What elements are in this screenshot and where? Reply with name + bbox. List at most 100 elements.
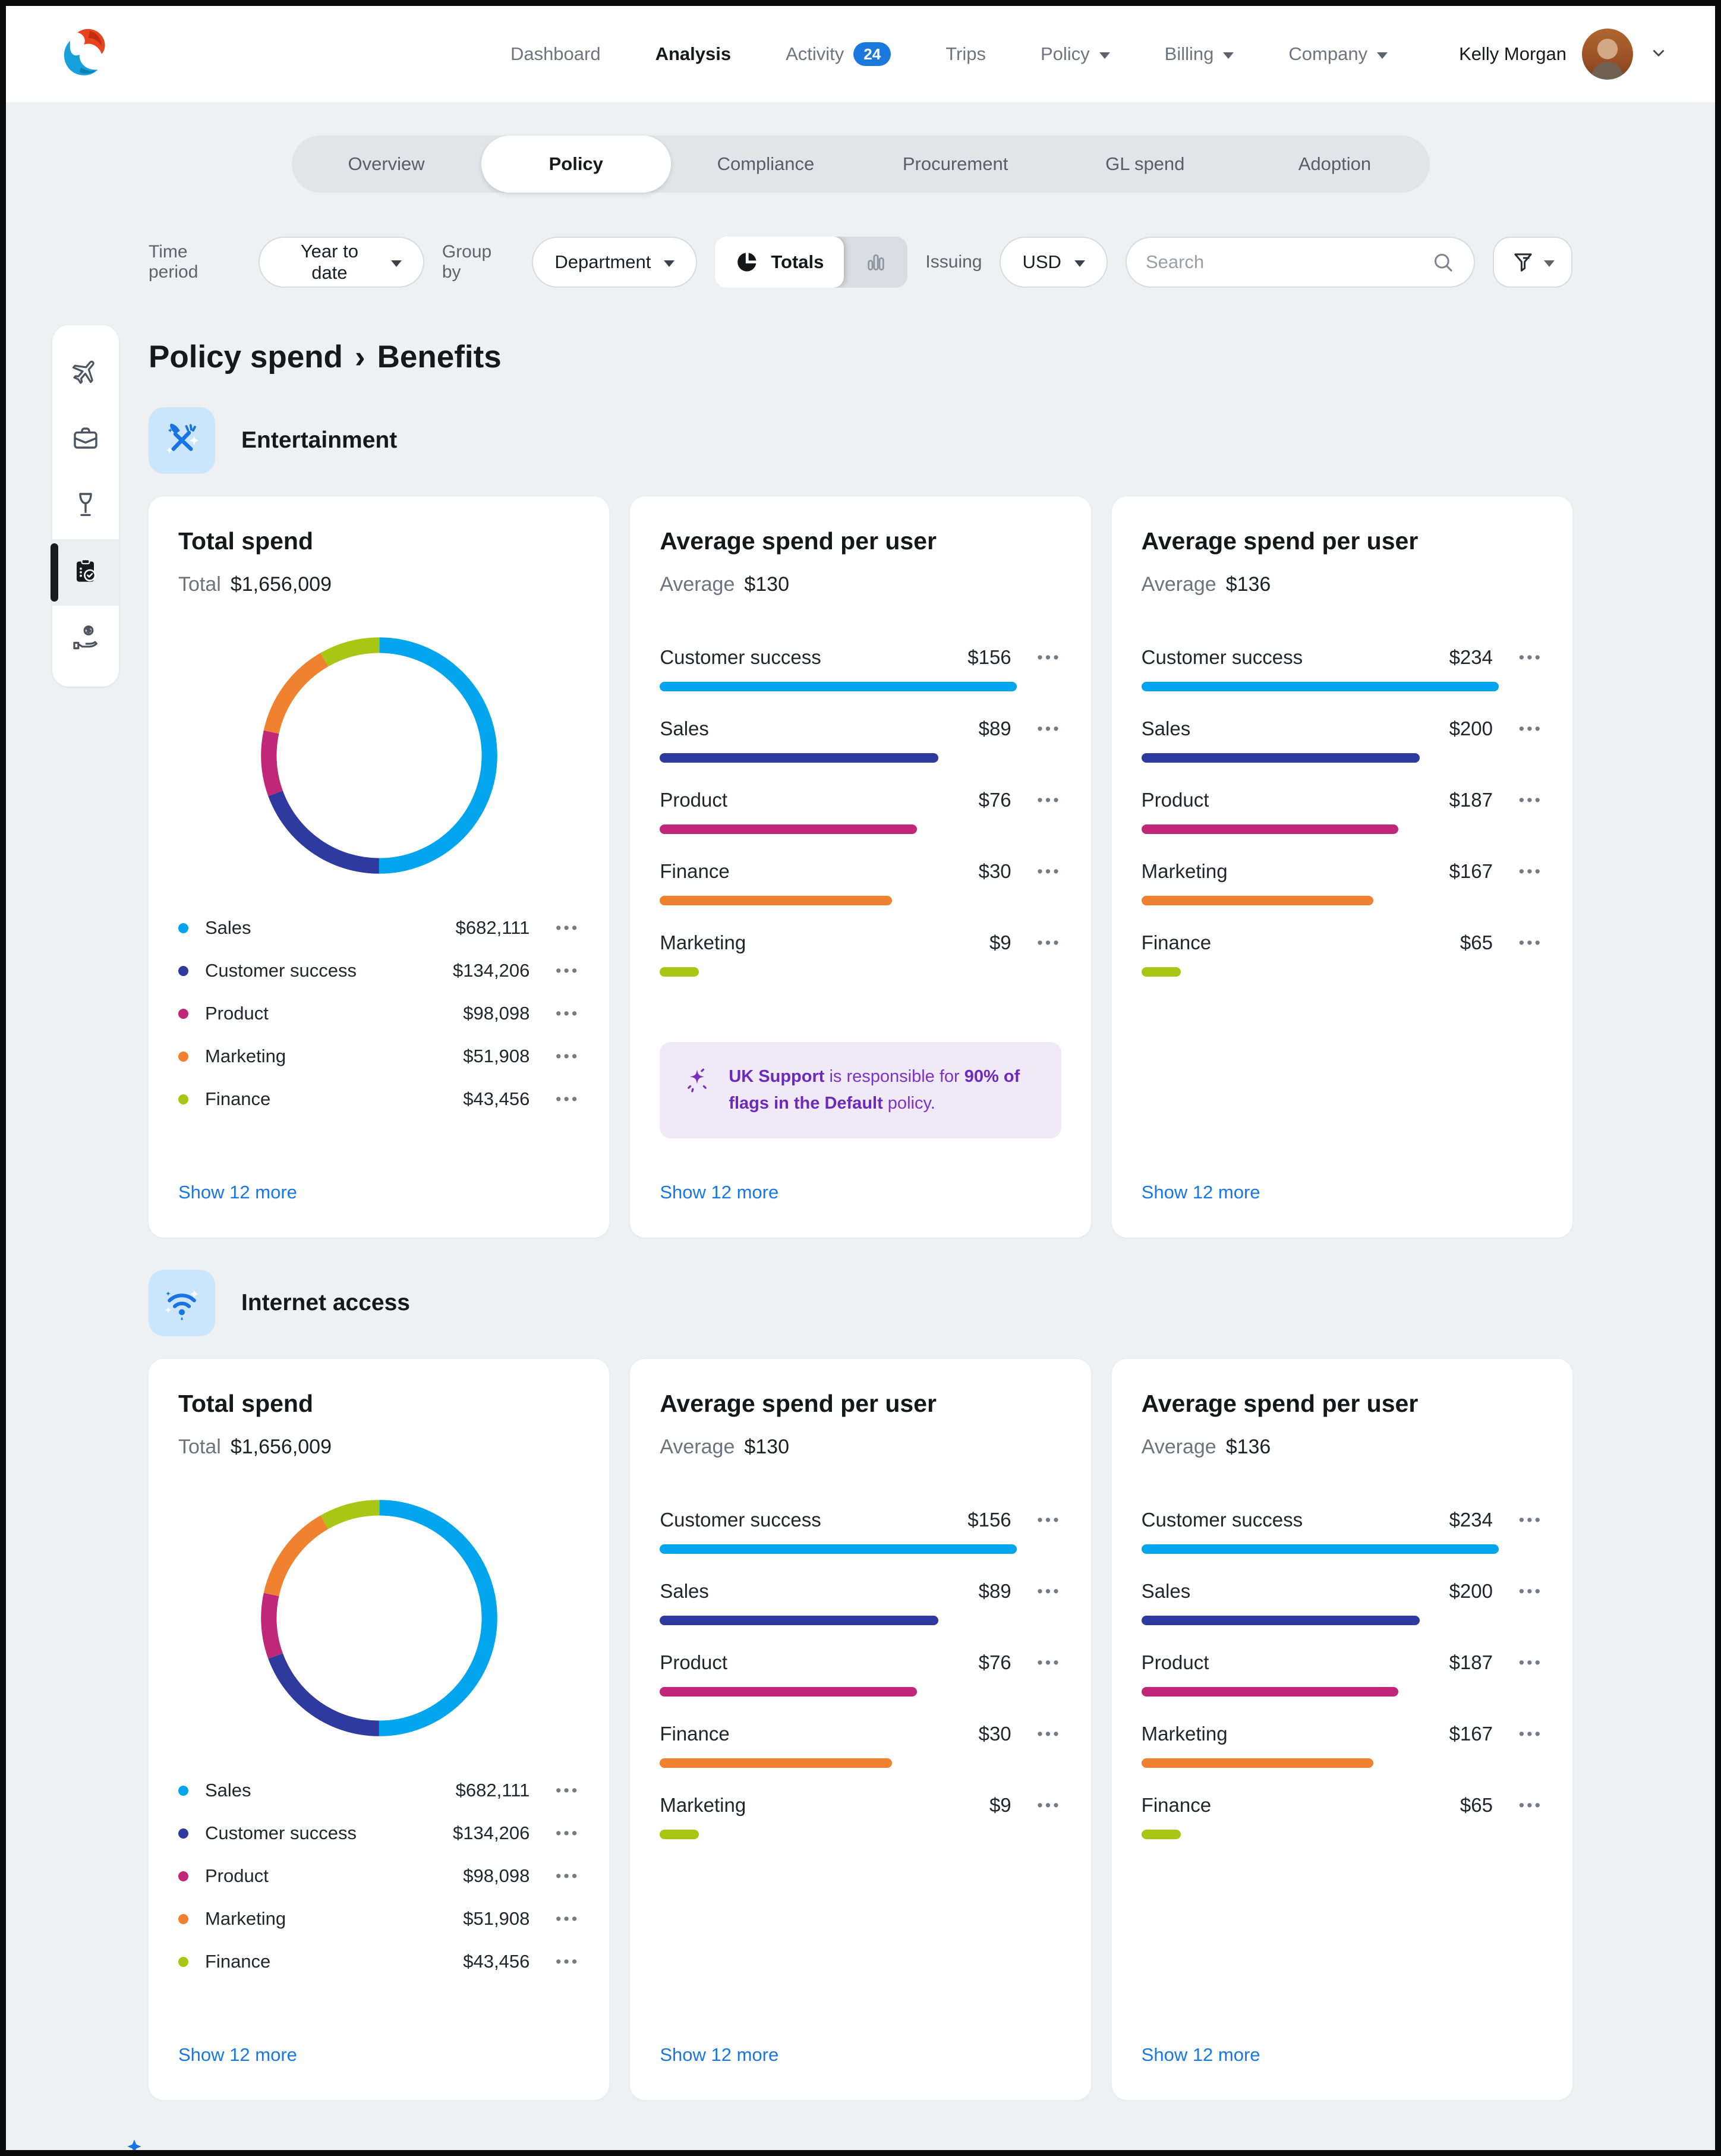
row-menu-button[interactable]: ••• xyxy=(1037,1724,1061,1743)
row-menu-button[interactable]: ••• xyxy=(1037,1510,1061,1529)
row-menu-button[interactable]: ••• xyxy=(1518,648,1543,666)
bar-fill[interactable] xyxy=(1141,1544,1499,1554)
row-menu-button[interactable]: ••• xyxy=(555,961,580,980)
show-more-link[interactable]: Show 12 more xyxy=(178,2044,297,2065)
row-menu-button[interactable]: ••• xyxy=(1037,791,1061,809)
group-by-dropdown[interactable]: Department xyxy=(532,237,698,288)
brand-logo-icon[interactable] xyxy=(52,21,119,87)
bar-fill[interactable] xyxy=(660,1758,892,1768)
row-menu-button[interactable]: ••• xyxy=(555,1047,580,1065)
nav-item-activity[interactable]: Activity 24 xyxy=(786,42,891,66)
bar-fill[interactable] xyxy=(660,896,892,905)
bar-fill[interactable] xyxy=(660,682,1017,691)
bar-value: $76 xyxy=(978,789,1011,811)
sidebar-item-wine-glass[interactable] xyxy=(52,473,119,539)
analysis-tab-bar-wrap: Overview Policy Compliance Procurement GL sp… xyxy=(6,136,1715,193)
bar-fill[interactable] xyxy=(1141,824,1399,834)
show-more-link[interactable]: Show 12 more xyxy=(178,1182,297,1203)
show-more-link[interactable]: Show 12 more xyxy=(1141,1182,1260,1203)
donut-segment-sales[interactable] xyxy=(260,637,497,874)
row-menu-button[interactable]: ••• xyxy=(1518,1724,1543,1743)
bar-fill[interactable] xyxy=(660,1616,939,1625)
totals-view-button[interactable]: Totals xyxy=(715,237,844,288)
sidebar-item-airplane[interactable] xyxy=(52,339,119,406)
row-menu-button[interactable]: ••• xyxy=(1518,1796,1543,1814)
tab-gl-spend[interactable]: GL spend xyxy=(1105,153,1185,174)
row-menu-button[interactable]: ••• xyxy=(555,1952,580,1971)
bar-fill[interactable] xyxy=(1141,896,1374,905)
nav-item-billing[interactable]: Billing xyxy=(1165,43,1234,65)
bar-fill[interactable] xyxy=(1141,967,1181,977)
row-menu-button[interactable]: ••• xyxy=(1037,1582,1061,1600)
sidebar-item-hand-dollar[interactable] xyxy=(52,606,119,672)
row-menu-button[interactable]: ••• xyxy=(1518,719,1543,738)
row-menu-button[interactable]: ••• xyxy=(1037,1653,1061,1672)
nav-item-dashboard[interactable]: Dashboard xyxy=(510,43,601,65)
user-menu[interactable]: Kelly Morgan xyxy=(1459,29,1669,80)
row-menu-button[interactable]: ••• xyxy=(555,1824,580,1842)
bar-fill[interactable] xyxy=(660,824,918,834)
issuing-currency-dropdown[interactable]: USD xyxy=(1000,237,1108,288)
bar-head: Product $76 ••• xyxy=(660,1651,1061,1674)
row-menu-button[interactable]: ••• xyxy=(1518,791,1543,809)
bar-fill[interactable] xyxy=(1141,1687,1399,1697)
donut-segment-finance[interactable] xyxy=(260,1500,497,1736)
row-menu-button[interactable]: ••• xyxy=(555,1867,580,1885)
avatar[interactable] xyxy=(1582,29,1633,80)
row-menu-button[interactable]: ••• xyxy=(1037,862,1061,880)
tab-adoption[interactable]: Adoption xyxy=(1298,153,1372,174)
filter-button[interactable] xyxy=(1492,237,1572,288)
bar-head: Customer success $234 ••• xyxy=(1142,646,1543,669)
bar-fill[interactable] xyxy=(660,1830,699,1839)
row-menu-button[interactable]: ••• xyxy=(1518,1582,1543,1600)
row-menu-button[interactable]: ••• xyxy=(555,1004,580,1022)
row-menu-button[interactable]: ••• xyxy=(1037,933,1061,952)
nav-item-policy[interactable]: Policy xyxy=(1041,43,1110,65)
legend-label: Customer success xyxy=(205,960,357,981)
row-menu-button[interactable]: ••• xyxy=(555,1909,580,1928)
bar-fill[interactable] xyxy=(1141,753,1420,763)
donut-segment-sales[interactable] xyxy=(260,1500,497,1736)
bars-view-button[interactable] xyxy=(844,237,907,288)
sidebar-item-clipboard-check[interactable] xyxy=(51,539,119,606)
search-input[interactable] xyxy=(1145,251,1431,273)
row-menu-button[interactable]: ••• xyxy=(1518,1653,1543,1672)
row-menu-button[interactable]: ••• xyxy=(555,918,580,937)
show-more-link[interactable]: Show 12 more xyxy=(660,1182,779,1203)
row-menu-button[interactable]: ••• xyxy=(1518,862,1543,880)
bar-track xyxy=(1141,1544,1499,1554)
nav-item-analysis[interactable]: Analysis xyxy=(655,43,732,65)
tab-compliance[interactable]: Compliance xyxy=(717,153,815,174)
time-period-dropdown[interactable]: Year to date xyxy=(258,237,424,288)
nav-item-company[interactable]: Company xyxy=(1288,43,1388,65)
tab-overview[interactable]: Overview xyxy=(348,153,425,174)
bar-fill[interactable] xyxy=(1141,1616,1420,1625)
bar-fill[interactable] xyxy=(660,967,699,977)
row-menu-button[interactable]: ••• xyxy=(1518,933,1543,952)
row-menu-button[interactable]: ••• xyxy=(1037,719,1061,738)
row-menu-button[interactable]: ••• xyxy=(555,1781,580,1799)
chevron-down-icon xyxy=(1223,52,1234,59)
chevron-down-icon[interactable] xyxy=(1648,43,1669,66)
nav-item-trips[interactable]: Trips xyxy=(945,43,986,65)
sidebar-item-briefcase[interactable] xyxy=(52,406,119,473)
row-menu-button[interactable]: ••• xyxy=(555,1090,580,1108)
row-menu-button[interactable]: ••• xyxy=(1037,1796,1061,1814)
show-more-link[interactable]: Show 12 more xyxy=(1141,2044,1260,2065)
bar-fill[interactable] xyxy=(1141,682,1499,691)
row-menu-button[interactable]: ••• xyxy=(1037,648,1061,666)
donut-segment-product[interactable] xyxy=(260,1500,497,1736)
donut-segment-product[interactable] xyxy=(260,637,497,874)
bar-fill[interactable] xyxy=(1141,1830,1181,1839)
row-menu-button[interactable]: ••• xyxy=(1518,1510,1543,1529)
tab-policy[interactable]: Policy xyxy=(481,136,671,193)
bar-fill[interactable] xyxy=(1141,1758,1374,1768)
tab-procurement[interactable]: Procurement xyxy=(902,153,1008,174)
show-more-link[interactable]: Show 12 more xyxy=(660,2044,779,2065)
user-name: Kelly Morgan xyxy=(1459,43,1566,64)
bar-fill[interactable] xyxy=(660,1687,918,1697)
bar-fill[interactable] xyxy=(660,753,939,763)
bar-fill[interactable] xyxy=(660,1544,1017,1554)
bar-value: $234 xyxy=(1449,1509,1493,1531)
donut-segment-finance[interactable] xyxy=(260,637,497,874)
